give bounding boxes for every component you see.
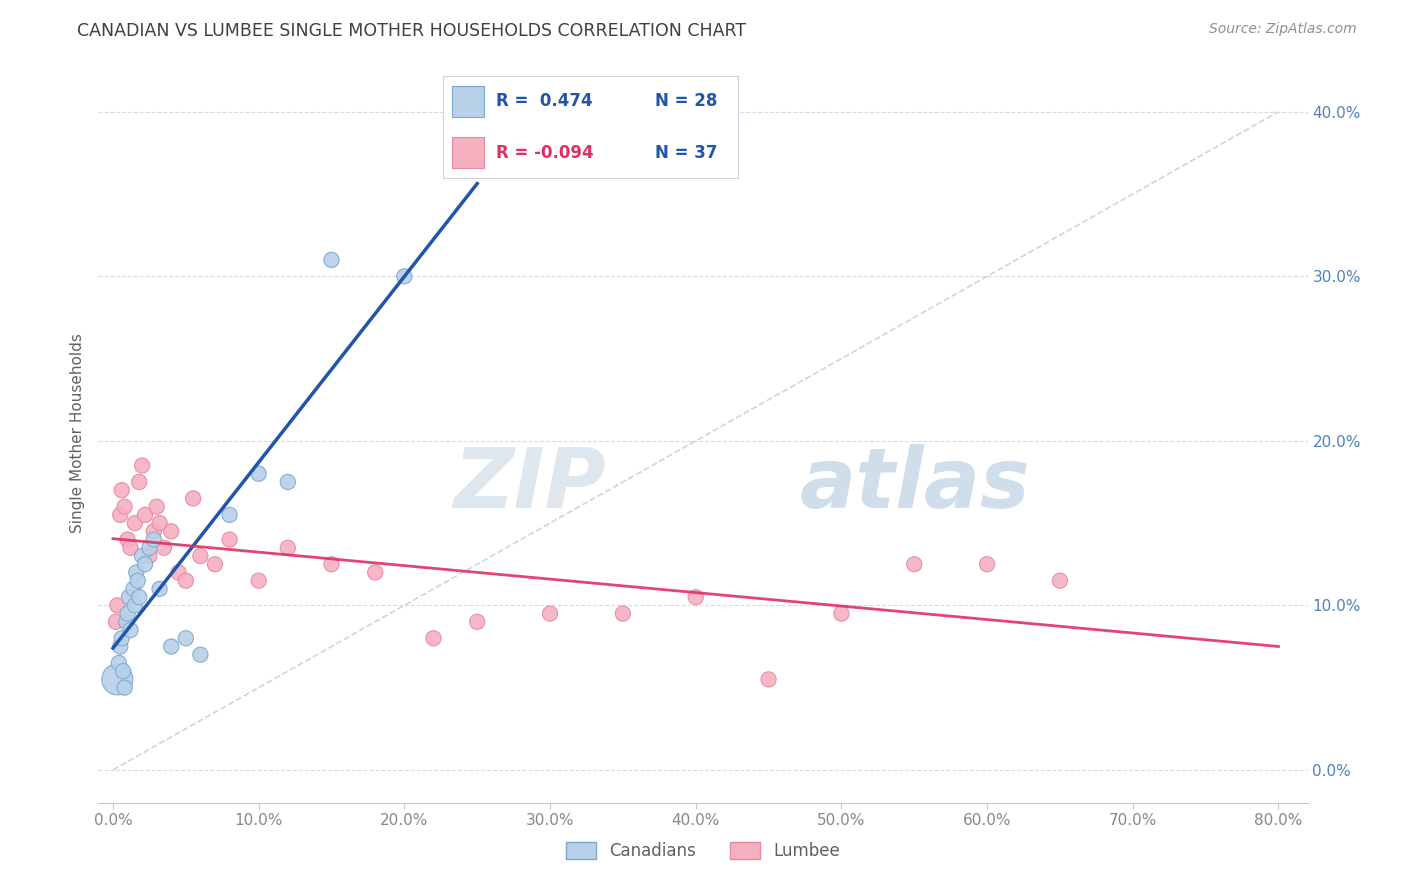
Text: CANADIAN VS LUMBEE SINGLE MOTHER HOUSEHOLDS CORRELATION CHART: CANADIAN VS LUMBEE SINGLE MOTHER HOUSEHO… [77, 22, 747, 40]
Point [149, 516, 172, 530]
Point [122, 582, 145, 596]
Point [758, 673, 780, 687]
Point [465, 615, 488, 629]
Point [277, 541, 299, 555]
Point [128, 475, 150, 489]
Point [612, 607, 634, 621]
Point [111, 483, 134, 498]
Text: atlas: atlas [800, 444, 1031, 525]
Text: N = 37: N = 37 [655, 144, 718, 161]
Point [422, 632, 444, 646]
Point [149, 582, 172, 596]
Point [115, 615, 138, 629]
Point [111, 632, 134, 646]
Point [218, 533, 240, 547]
Point [117, 607, 139, 621]
Point [190, 648, 212, 662]
Point [321, 252, 343, 267]
Point [830, 607, 852, 621]
Point [204, 558, 226, 572]
Point [903, 558, 925, 572]
Text: N = 28: N = 28 [655, 93, 718, 111]
FancyBboxPatch shape [451, 87, 484, 117]
Point [120, 541, 142, 555]
Point [105, 599, 128, 613]
Point [247, 467, 270, 481]
Point [277, 475, 299, 489]
Legend: Canadians, Lumbee: Canadians, Lumbee [558, 834, 848, 869]
Point [131, 549, 153, 563]
Point [128, 590, 150, 604]
Point [364, 566, 387, 580]
Point [976, 558, 998, 572]
FancyBboxPatch shape [451, 137, 484, 168]
Point [131, 458, 153, 473]
Point [142, 533, 165, 547]
Point [247, 574, 270, 588]
Point [138, 541, 160, 555]
Point [120, 623, 142, 637]
Text: Source: ZipAtlas.com: Source: ZipAtlas.com [1209, 22, 1357, 37]
Point [114, 500, 136, 514]
Point [218, 508, 240, 522]
Point [127, 574, 149, 588]
Point [138, 549, 160, 563]
Point [142, 524, 165, 539]
Point [114, 681, 136, 695]
Point [145, 500, 167, 514]
Point [124, 516, 146, 530]
Y-axis label: Single Mother Households: Single Mother Households [70, 333, 86, 533]
Point [190, 549, 212, 563]
Point [181, 491, 204, 506]
Point [174, 574, 197, 588]
Point [105, 673, 128, 687]
Point [174, 632, 197, 646]
Point [125, 566, 148, 580]
Point [134, 558, 156, 572]
Point [160, 640, 183, 654]
Point [108, 656, 131, 670]
Point [134, 508, 156, 522]
Point [160, 524, 183, 539]
Point [104, 615, 127, 629]
Point [321, 558, 343, 572]
Point [117, 533, 139, 547]
Text: R = -0.094: R = -0.094 [496, 144, 593, 161]
Point [118, 590, 141, 604]
Point [685, 590, 707, 604]
Text: ZIP: ZIP [454, 444, 606, 525]
Point [124, 599, 146, 613]
Point [394, 269, 416, 284]
Point [167, 566, 190, 580]
Point [112, 664, 135, 678]
Point [153, 541, 176, 555]
Point [110, 508, 132, 522]
Point [538, 607, 561, 621]
Point [110, 640, 132, 654]
Text: R =  0.474: R = 0.474 [496, 93, 593, 111]
Point [1049, 574, 1071, 588]
